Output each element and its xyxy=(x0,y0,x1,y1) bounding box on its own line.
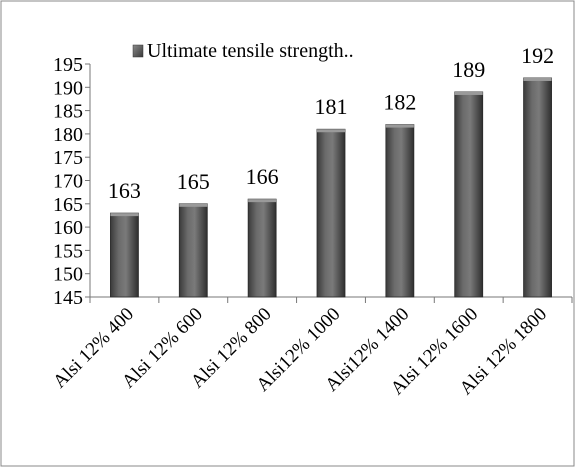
y-tick-label: 195 xyxy=(53,54,83,76)
data-label: 182 xyxy=(383,90,416,115)
y-tick-label: 155 xyxy=(53,240,83,262)
legend-label: Ultimate tensile strength.. xyxy=(147,40,354,62)
bar-top xyxy=(385,124,414,128)
bar xyxy=(178,203,208,298)
data-label: 181 xyxy=(315,94,348,119)
y-tick-label: 190 xyxy=(53,77,83,99)
bar xyxy=(454,91,484,298)
data-label: 189 xyxy=(452,57,485,82)
y-tick-label: 150 xyxy=(53,264,83,286)
bar xyxy=(247,198,277,298)
data-labels: 163 165 166 181 182 189 192 xyxy=(108,43,554,203)
bar-top xyxy=(523,77,552,81)
bar-top xyxy=(110,213,139,217)
bar-top xyxy=(179,203,208,207)
data-label: 165 xyxy=(177,169,210,194)
bar xyxy=(316,128,346,298)
y-tick-label: 175 xyxy=(53,147,83,169)
data-label: 192 xyxy=(521,43,554,68)
y-tick-label: 165 xyxy=(53,194,83,216)
bar-top xyxy=(317,129,345,133)
y-tick-label: 180 xyxy=(53,124,83,146)
y-tick-label: 160 xyxy=(53,217,83,239)
y-tick-label: 145 xyxy=(53,287,83,309)
bar-top xyxy=(454,91,483,95)
data-label: 166 xyxy=(246,164,279,189)
bar xyxy=(523,77,552,298)
y-tick-label: 170 xyxy=(53,171,83,193)
legend: Ultimate tensile strength.. xyxy=(132,40,354,62)
bar xyxy=(110,212,139,298)
bar xyxy=(385,124,415,298)
bar-top xyxy=(248,199,277,203)
bars xyxy=(110,77,552,298)
y-tick-label: 185 xyxy=(53,101,83,123)
legend-swatch xyxy=(132,44,144,58)
data-label: 163 xyxy=(108,178,141,203)
